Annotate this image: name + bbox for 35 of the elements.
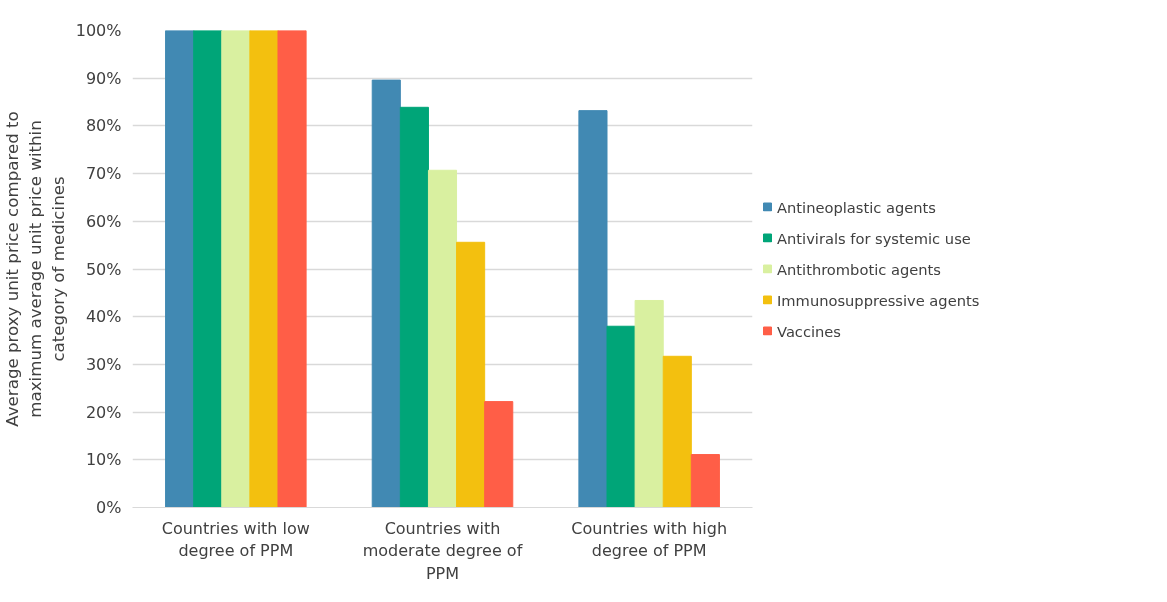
y-tick-label: 40%	[85, 307, 122, 327]
bar	[399, 106, 429, 508]
bar	[484, 401, 514, 508]
bar	[165, 30, 195, 508]
bar	[221, 30, 251, 508]
legend-label: Immunosuppressive agents	[777, 291, 980, 308]
bar	[662, 355, 692, 508]
bar	[578, 110, 608, 508]
legend-label: Antithrombotic agents	[777, 260, 941, 277]
bar	[427, 169, 458, 508]
y-tick-label: 20%	[85, 402, 122, 422]
x-tick-label: Countries with high degree of PPM	[571, 518, 728, 561]
y-tick-label: 30%	[85, 354, 122, 374]
legend-label: Antivirals for systemic use	[777, 229, 971, 246]
bar	[456, 241, 486, 508]
bar	[193, 30, 223, 508]
bar	[690, 454, 720, 508]
bar	[606, 325, 636, 508]
bar	[371, 79, 401, 508]
y-tick-label: 80%	[85, 116, 122, 136]
y-tick-label: 10%	[85, 450, 122, 470]
y-tick-label: 60%	[85, 211, 122, 231]
bar	[634, 299, 664, 508]
y-tick-label: 90%	[85, 68, 122, 88]
legend-label: Antineoplastic agents	[777, 198, 936, 215]
legend-label: Vaccines	[777, 322, 841, 339]
y-tick-label: 100%	[75, 21, 122, 40]
bar	[249, 30, 279, 508]
y-axis-title: Average proxy unit price compared to maximum average unit price within category of medicines	[3, 111, 68, 427]
bar	[277, 30, 307, 508]
y-tick-label: 50%	[85, 259, 122, 279]
y-tick-label: 70%	[85, 164, 122, 184]
y-tick-label: 0%	[96, 498, 122, 517]
x-tick-label: Countries with moderate degree of PPM	[362, 518, 523, 584]
x-tick-label: Countries with low degree of PPM	[161, 518, 310, 561]
